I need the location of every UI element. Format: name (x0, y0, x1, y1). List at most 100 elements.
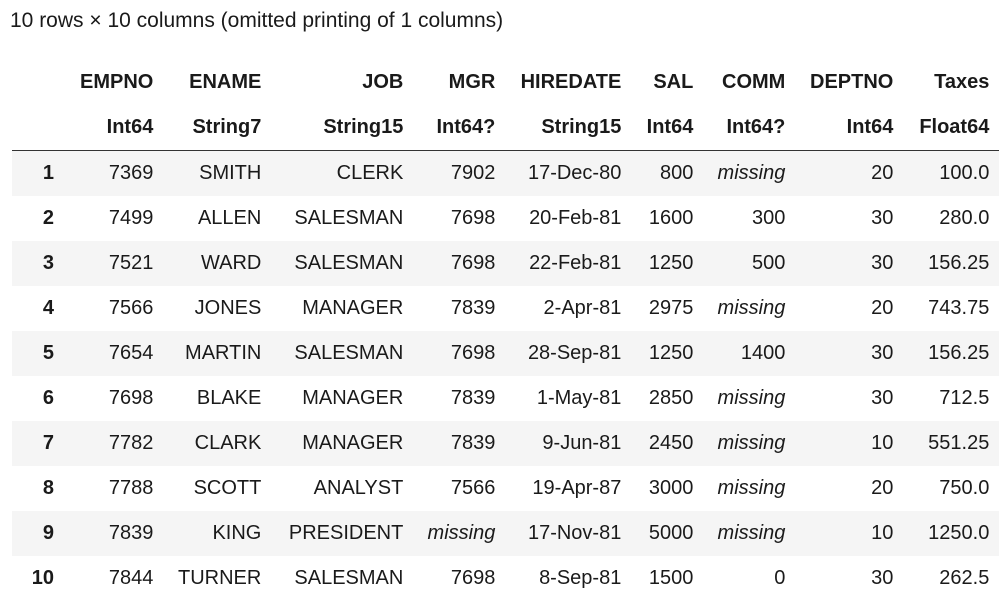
cell-mgr: 7839 (413, 421, 506, 466)
cell-ename: WARD (163, 241, 272, 286)
row-index: 6 (42, 387, 54, 409)
cell-hiredate: 1-May-81 (536, 387, 622, 409)
column-header-hiredate: HIREDATE (520, 71, 622, 93)
column-type-ename: String7 (163, 105, 272, 151)
cell-ename: MARTIN (163, 331, 272, 376)
row-index: 9 (12, 511, 70, 556)
cell-comm: missing (703, 150, 796, 196)
cell-sal: 1250 (631, 331, 704, 376)
table-body: 1 7369 SMITH CLERK 7902 17-Dec-80 800 missing 20… (12, 150, 1000, 602)
column-type-comm: Int64? (703, 105, 796, 151)
cell-sal: 2975 (648, 297, 694, 319)
column-type-hiredate: String15 (505, 105, 632, 151)
dataframe-table: EMPNO ENAME JOB MGR HIREDATE SAL COMM DEPTNO Tax… (12, 60, 1000, 602)
cell-job: ANALYST (313, 477, 404, 499)
cell-deptno: 30 (871, 207, 894, 229)
cell-job: MANAGER (271, 421, 414, 466)
cell-hiredate: 28-Sep-81 (505, 331, 632, 376)
cell-job: MANAGER (302, 297, 404, 319)
cell-deptno: 10 (795, 421, 904, 466)
cell-ename: SCOTT (193, 477, 262, 499)
cell-mgr: 7698 (413, 331, 506, 376)
table-row: 2 7499 ALLEN SALESMAN 7698 20-Feb-81 1600 300 30… (12, 196, 999, 241)
cell-mgr: 7698 (413, 241, 506, 286)
column-header-comm: COMM (722, 71, 786, 93)
cell-empno: 7788 (108, 477, 154, 499)
cell-job: SALESMAN (271, 241, 414, 286)
cell-taxes: 280.0 (939, 207, 990, 229)
column-name-row: EMPNO ENAME JOB MGR HIREDATE SAL COMM DEPTNO Tax… (12, 60, 999, 105)
cell-sal: 2450 (631, 421, 704, 466)
cell-empno: 7698 (108, 387, 154, 409)
cell-deptno: 30 (871, 387, 894, 409)
column-type-deptno: Int64 (795, 105, 904, 151)
column-type-taxes: Float64 (903, 105, 1000, 151)
table-row: 6 7698 BLAKE MANAGER 7839 1-May-81 2850 missing… (12, 376, 999, 421)
column-header-job: JOB (362, 71, 404, 93)
cell-taxes: 750.0 (939, 477, 990, 499)
cell-comm: missing (717, 387, 786, 409)
cell-ename: BLAKE (196, 387, 262, 409)
cell-taxes: 743.75 (928, 297, 990, 319)
cell-comm: 500 (703, 241, 796, 286)
cell-empno: 7844 (108, 567, 154, 589)
cell-taxes: 551.25 (903, 421, 1000, 466)
row-index: 5 (12, 331, 70, 376)
cell-taxes: 262.5 (939, 567, 990, 589)
cell-mgr: 7698 (450, 207, 496, 229)
row-index-type-header (12, 105, 70, 151)
cell-job: MANAGER (302, 387, 404, 409)
column-header-deptno: DEPTNO (810, 71, 894, 93)
cell-sal: 1500 (648, 567, 694, 589)
cell-empno: 7782 (70, 421, 164, 466)
column-type-sal: Int64 (631, 105, 704, 151)
cell-comm: missing (703, 511, 796, 556)
cell-hiredate: 17-Dec-80 (505, 150, 632, 196)
cell-empno: 7369 (70, 150, 164, 196)
cell-mgr: 7839 (450, 297, 496, 319)
cell-deptno: 20 (871, 477, 894, 499)
row-index: 2 (42, 207, 54, 229)
cell-job: SALESMAN (294, 207, 404, 229)
cell-hiredate: 8-Sep-81 (539, 567, 622, 589)
cell-comm: missing (717, 297, 786, 319)
cell-sal: 1250 (631, 241, 704, 286)
cell-deptno: 10 (795, 511, 904, 556)
cell-empno: 7654 (70, 331, 164, 376)
cell-sal: 800 (631, 150, 704, 196)
table-row: 7 7782 CLARK MANAGER 7839 9-Jun-81 2450 missing… (12, 421, 1000, 466)
cell-mgr: missing (413, 511, 506, 556)
row-index: 3 (12, 241, 70, 286)
row-index: 7 (12, 421, 70, 466)
cell-deptno: 30 (871, 567, 894, 589)
cell-ename: KING (163, 511, 272, 556)
cell-sal: 3000 (648, 477, 694, 499)
table-row: 1 7369 SMITH CLERK 7902 17-Dec-80 800 missing 20… (12, 150, 1000, 196)
cell-deptno: 20 (795, 150, 904, 196)
table-row: 8 7788 SCOTT ANALYST 7566 19-Apr-87 3000 missin… (12, 466, 999, 511)
cell-empno: 7839 (70, 511, 164, 556)
cell-empno: 7499 (108, 207, 154, 229)
cell-comm: 0 (774, 567, 786, 589)
cell-hiredate: 2-Apr-81 (543, 297, 622, 319)
cell-taxes: 712.5 (939, 387, 990, 409)
cell-mgr: 7902 (413, 150, 506, 196)
cell-comm: 300 (751, 207, 786, 229)
cell-comm: missing (717, 477, 786, 499)
cell-deptno: 20 (871, 297, 894, 319)
cell-job: SALESMAN (294, 567, 404, 589)
cell-empno: 7566 (108, 297, 154, 319)
cell-comm: missing (703, 421, 796, 466)
cell-taxes: 100.0 (903, 150, 1000, 196)
table-row: 9 7839 KING PRESIDENT missing 17-Nov-81 5000 mi… (12, 511, 1000, 556)
cell-ename: JONES (194, 297, 262, 319)
cell-mgr: 7839 (450, 387, 496, 409)
cell-ename: SMITH (163, 150, 272, 196)
table-row: 4 7566 JONES MANAGER 7839 2-Apr-81 2975 missing… (12, 286, 999, 331)
cell-sal: 1600 (648, 207, 694, 229)
row-index: 8 (42, 477, 54, 499)
cell-deptno: 30 (795, 241, 904, 286)
column-type-row: Int64 String7 String15 Int64? String15 Int64 I… (12, 105, 1000, 151)
cell-job: PRESIDENT (271, 511, 414, 556)
column-type-empno: Int64 (70, 105, 164, 151)
